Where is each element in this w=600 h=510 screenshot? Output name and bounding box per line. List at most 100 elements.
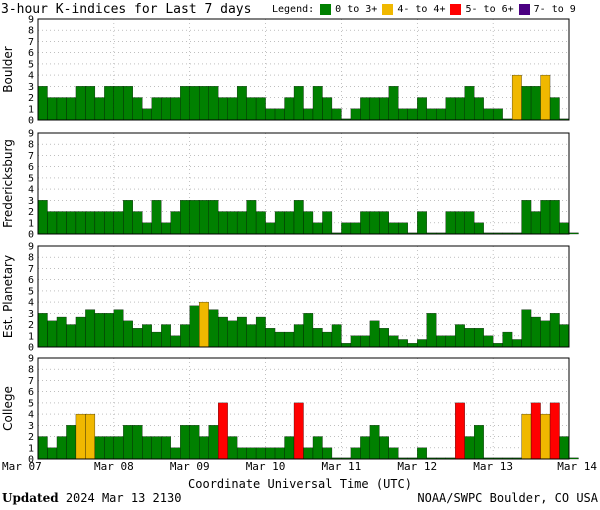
bar-est-planetary-34	[360, 335, 371, 348]
bar-fredericksburg-43	[445, 211, 456, 235]
bar-boulder-2	[56, 97, 67, 121]
bar-fredericksburg-44	[455, 211, 465, 235]
bar-fredericksburg-19	[218, 211, 228, 235]
bar-college-24	[265, 447, 276, 460]
bar-est-planetary-26	[284, 331, 295, 348]
bar-college-36	[379, 436, 389, 460]
bar-fredericksburg-4	[75, 211, 86, 235]
bar-fredericksburg-13	[161, 222, 171, 235]
bar-boulder-19	[218, 97, 228, 121]
y-tick-label: 6	[28, 275, 34, 286]
bar-fredericksburg-55	[559, 222, 570, 235]
legend-label-green: 0 to 3+	[335, 4, 378, 15]
bar-college-37	[388, 447, 399, 460]
y-tick-label: 7	[28, 376, 34, 387]
bar-boulder-7	[104, 86, 115, 121]
bar-college-45	[464, 436, 475, 460]
bar-est-planetary-44	[455, 324, 465, 348]
bar-boulder-25	[274, 108, 285, 121]
updated-timestamp: Updated 2024 Mar 13 2130	[2, 491, 181, 505]
bar-fredericksburg-11	[142, 222, 152, 235]
bar-college-5	[85, 413, 96, 460]
bar-boulder-20	[227, 97, 238, 121]
bar-college-0	[37, 436, 48, 460]
bar-fredericksburg-51	[521, 200, 532, 235]
bar-college-26	[284, 436, 295, 460]
bar-college-44	[455, 402, 465, 460]
y-tick-label: 9	[28, 15, 34, 26]
x-tick-label: Mar 07	[2, 460, 42, 473]
x-tick-label: Mar 12	[397, 460, 437, 473]
y-tick-label: 5	[28, 173, 34, 184]
bar-fredericksburg-21	[236, 211, 247, 235]
legend-swatch-yellow	[382, 4, 394, 15]
bar-boulder-11	[142, 108, 152, 121]
bar-boulder-28	[303, 108, 314, 121]
bar-boulder-13	[161, 97, 171, 121]
bar-boulder-5	[85, 86, 96, 121]
panel-label-fredericksburg: Fredericksburg	[1, 139, 15, 228]
x-tick-label: Mar 10	[246, 460, 286, 473]
x-tick-label: Mar 14	[557, 460, 597, 473]
y-tick-label: 1	[28, 443, 34, 454]
y-tick-label: 6	[28, 162, 34, 173]
bar-fredericksburg-30	[322, 211, 333, 235]
bar-boulder-15	[180, 86, 190, 121]
bar-college-21	[236, 447, 247, 460]
bar-boulder-9	[123, 86, 133, 121]
bar-boulder-39	[407, 108, 418, 121]
bar-fredericksburg-36	[379, 211, 389, 235]
bar-est-planetary-1	[47, 320, 58, 348]
bar-fredericksburg-14	[170, 211, 181, 235]
bar-est-planetary-16	[189, 305, 200, 348]
bar-boulder-6	[94, 97, 105, 121]
bar-est-planetary-3	[66, 324, 77, 348]
bar-fredericksburg-18	[208, 200, 219, 235]
bar-fredericksburg-33	[350, 222, 361, 235]
bar-boulder-46	[474, 97, 484, 121]
bar-boulder-27	[293, 86, 304, 121]
bar-est-planetary-17	[199, 301, 209, 348]
bar-college-22	[246, 447, 257, 460]
x-tick-label: Mar 13	[473, 460, 513, 473]
panel-label-boulder: Boulder	[1, 46, 15, 93]
bar-college-11	[142, 436, 152, 460]
bar-est-planetary-30	[322, 331, 333, 348]
bar-est-planetary-38	[398, 339, 408, 348]
bar-college-55	[559, 436, 570, 460]
bar-boulder-18	[208, 86, 219, 121]
x-tick-label: Mar 08	[94, 460, 134, 473]
y-tick-label: 8	[28, 140, 34, 151]
credit-text: NOAA/SWPC Boulder, CO USA	[417, 491, 598, 505]
y-tick-label: 6	[28, 48, 34, 59]
bar-est-planetary-22	[246, 324, 257, 348]
bar-est-planetary-48	[492, 343, 503, 348]
bar-est-planetary-8	[113, 309, 124, 348]
legend-heading: Legend:	[272, 4, 315, 15]
panel-frame	[37, 18, 570, 121]
legend-swatch-green	[320, 4, 332, 15]
bar-fredericksburg-1	[47, 211, 58, 235]
bar-fredericksburg-35	[369, 211, 380, 235]
bar-college-54	[549, 402, 560, 460]
bar-boulder-4	[75, 86, 86, 121]
y-tick-label: 2	[28, 207, 34, 218]
y-tick-label: 2	[28, 93, 34, 104]
bar-boulder-35	[369, 97, 380, 121]
bar-college-46	[474, 425, 484, 460]
chart-title: 3-hour K-indices for Last 7 days	[1, 2, 252, 17]
bar-est-planetary-28	[303, 313, 314, 348]
bar-college-10	[132, 425, 143, 460]
bar-est-planetary-27	[293, 324, 304, 348]
panel-frame	[37, 245, 570, 348]
bar-college-8	[113, 436, 124, 460]
bar-fredericksburg-9	[123, 200, 133, 235]
bar-boulder-17	[199, 86, 209, 121]
y-tick-label: 1	[28, 218, 34, 229]
bar-est-planetary-23	[255, 316, 266, 348]
bar-fredericksburg-28	[303, 211, 314, 235]
bar-fredericksburg-10	[132, 211, 143, 235]
bar-est-planetary-21	[236, 316, 247, 348]
bar-boulder-3	[66, 97, 77, 121]
bar-boulder-50	[511, 74, 522, 121]
